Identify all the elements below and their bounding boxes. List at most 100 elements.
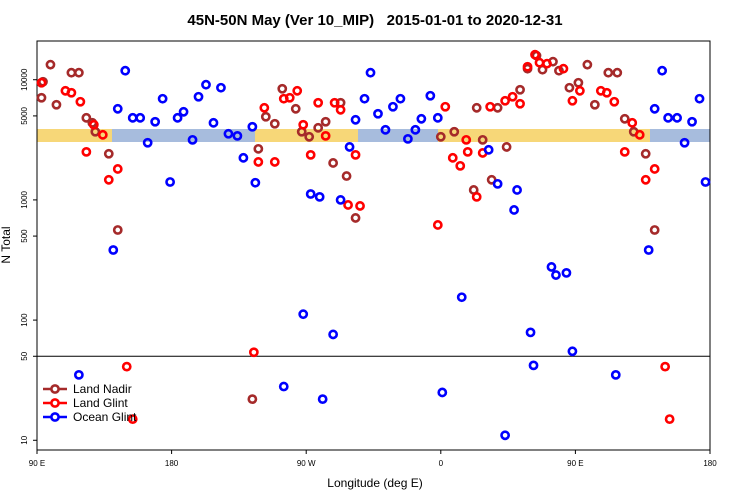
point	[253, 157, 264, 167]
point	[247, 394, 258, 405]
point	[335, 104, 346, 115]
y-tick-label: 500	[20, 229, 29, 243]
point	[500, 95, 511, 106]
point	[456, 292, 467, 303]
point	[278, 381, 289, 392]
point	[73, 369, 84, 380]
point	[483, 144, 494, 155]
point	[395, 93, 406, 104]
point	[634, 129, 645, 140]
point	[344, 142, 355, 152]
x-tick-label: 90 E	[567, 459, 583, 468]
point	[135, 112, 146, 123]
point	[314, 191, 325, 202]
point	[561, 267, 572, 278]
point	[187, 134, 198, 145]
point	[341, 171, 352, 181]
point	[359, 93, 370, 104]
point	[694, 93, 705, 104]
point	[208, 117, 219, 128]
point	[447, 152, 458, 163]
y-tick-label: 10	[20, 435, 29, 444]
point	[610, 369, 621, 380]
series	[36, 50, 660, 405]
point	[477, 134, 488, 145]
point	[127, 112, 138, 123]
point	[253, 143, 264, 154]
point	[157, 93, 168, 104]
point	[380, 124, 391, 135]
point	[88, 119, 99, 130]
series	[36, 49, 675, 425]
point	[432, 220, 443, 230]
point	[512, 185, 522, 195]
point	[530, 49, 540, 60]
point	[223, 128, 234, 139]
point	[663, 112, 674, 123]
point	[664, 414, 675, 425]
point	[232, 130, 243, 141]
point	[492, 178, 503, 189]
point	[142, 137, 153, 148]
point	[435, 131, 446, 142]
point	[373, 108, 383, 119]
point	[269, 157, 280, 167]
point	[582, 59, 593, 70]
point	[515, 98, 525, 109]
legend-marker	[50, 384, 60, 394]
legend-marker	[50, 398, 60, 408]
point	[290, 103, 301, 114]
point	[36, 92, 47, 103]
point	[313, 97, 324, 108]
point	[522, 61, 533, 72]
point	[551, 270, 561, 280]
point	[45, 59, 56, 70]
legend-label: Land Nadir	[73, 382, 132, 396]
point	[112, 225, 123, 235]
point	[172, 112, 183, 123]
point	[485, 101, 496, 112]
point	[700, 177, 711, 187]
point	[589, 99, 600, 110]
legend-marker	[50, 412, 60, 422]
point	[36, 77, 47, 88]
point	[649, 164, 660, 174]
point	[81, 146, 92, 157]
plot-frame	[36, 40, 711, 451]
point	[355, 201, 365, 211]
point	[461, 134, 472, 145]
point	[455, 160, 466, 171]
point	[150, 116, 161, 127]
point	[528, 360, 539, 371]
point	[260, 111, 271, 122]
point	[66, 87, 77, 98]
point	[462, 146, 473, 157]
point	[567, 95, 578, 106]
x-axis-label: Longitude (deg E)	[327, 476, 422, 490]
point	[437, 387, 448, 398]
point	[103, 174, 114, 185]
point	[619, 146, 630, 157]
point	[601, 87, 612, 98]
point	[313, 122, 324, 133]
point	[335, 195, 346, 205]
map-strip	[37, 129, 710, 142]
point	[298, 119, 309, 130]
x-tick-label: 90 W	[297, 459, 316, 468]
point	[216, 82, 226, 93]
point	[193, 91, 204, 102]
point	[73, 67, 84, 78]
point	[328, 329, 339, 340]
point	[320, 116, 331, 127]
y-axis-label: N Total	[0, 226, 13, 263]
point	[350, 213, 361, 223]
point	[350, 149, 361, 160]
point	[317, 394, 328, 405]
point	[248, 347, 259, 358]
x-tick-label: 180	[703, 459, 717, 468]
point	[388, 101, 398, 112]
point	[402, 133, 413, 144]
point	[471, 191, 482, 202]
point	[103, 148, 114, 159]
point	[178, 106, 189, 117]
